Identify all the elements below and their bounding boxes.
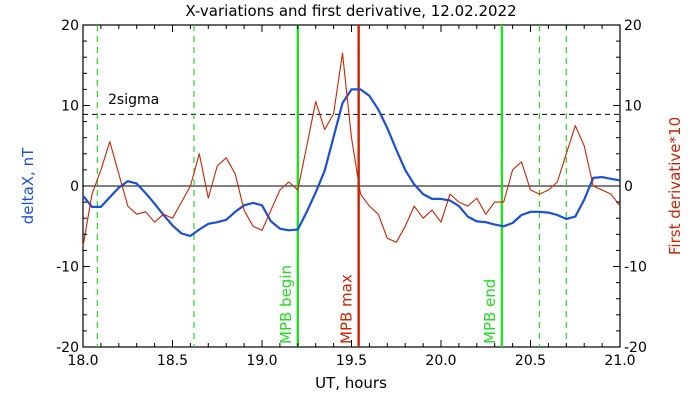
y-right-tick-label: 10 bbox=[624, 99, 642, 115]
x-tick-label: 20.5 bbox=[515, 353, 546, 369]
y-right-tick-label: -20 bbox=[624, 340, 647, 356]
y-left-tick-label: -10 bbox=[56, 260, 79, 276]
x-tick-label: 18.0 bbox=[67, 353, 98, 369]
vertical-marker-label: MPB max bbox=[338, 274, 356, 344]
plot-area: MPB begin MPB max MPB end bbox=[82, 25, 621, 347]
vertical-marker-label: MPB begin bbox=[277, 265, 295, 344]
chart-title: X-variations and first derivative, 12.02… bbox=[185, 2, 516, 20]
x-axis-label: UT, hours bbox=[315, 374, 387, 392]
derivative-series-line bbox=[82, 52, 621, 247]
x-tick-label: 18.5 bbox=[157, 353, 188, 369]
x-tick-label: 19.5 bbox=[336, 353, 367, 369]
y-left-tick-label: -20 bbox=[56, 340, 79, 356]
x-tick-label: 19.0 bbox=[246, 353, 277, 369]
y-axis-right-label: First derivative*10 bbox=[666, 117, 684, 255]
y-left-tick-label: 10 bbox=[61, 99, 79, 115]
x-tick-label: 20.0 bbox=[425, 353, 456, 369]
y-right-tick-label: -10 bbox=[624, 260, 647, 276]
vertical-marker-label: MPB end bbox=[481, 279, 499, 344]
axes: 18.0 18.5 19.0 19.5 20.0 20.5 21.0-20 -20-10 -10… bbox=[56, 18, 647, 369]
x-tick-label: 21.0 bbox=[604, 353, 635, 369]
y-axis-left-label: deltaX, nT bbox=[19, 147, 37, 224]
y-right-tick-label: 0 bbox=[624, 179, 633, 195]
y-left-tick-label: 0 bbox=[70, 179, 79, 195]
deltaX-series-line bbox=[82, 88, 621, 237]
sigma-label: 2sigma bbox=[108, 92, 159, 108]
y-left-tick-label: 20 bbox=[61, 18, 79, 34]
y-right-tick-label: 20 bbox=[624, 18, 642, 34]
